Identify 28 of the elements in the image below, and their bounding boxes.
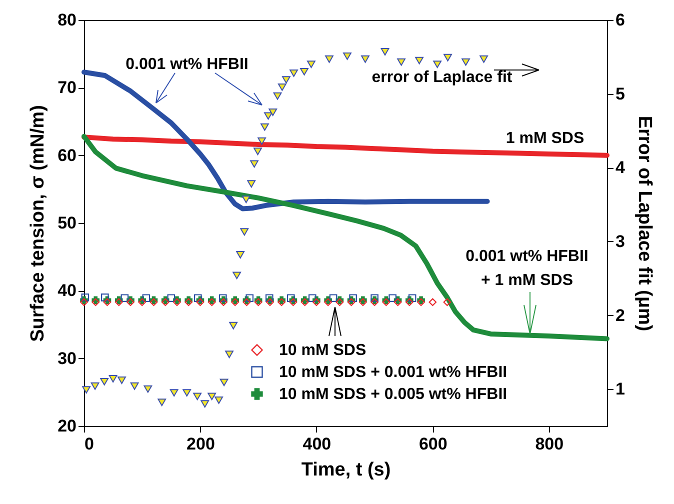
x-tick-label: 600: [418, 434, 448, 454]
legend-label: 10 mM SDS: [279, 342, 366, 359]
y2-tick-label: 1: [616, 380, 625, 399]
x-tick-label: 0: [84, 434, 94, 454]
series-label: error of Laplace fit: [372, 69, 513, 86]
y2-tick-label: 4: [616, 158, 626, 178]
x-tick-label: 200: [186, 434, 215, 454]
x-tick-label: 800: [535, 434, 564, 454]
y-axis-title: Surface tension, σ (mN/m): [28, 105, 49, 342]
y-tick-label: 80: [58, 10, 76, 30]
y-tick-label: 30: [58, 348, 76, 368]
y2-axis-title: Error of Laplace fit (μm): [634, 116, 655, 332]
y2-tick-label: 6: [616, 10, 625, 30]
y-tick-label: 70: [58, 78, 76, 98]
y2-tick-label: 2: [616, 306, 625, 325]
x-tick-label: 400: [302, 434, 332, 454]
legend-label: 10 mM SDS + 0.001 wt% HFBII: [279, 364, 508, 381]
y2-tick-label: 5: [616, 84, 625, 104]
y-tick-label: 60: [58, 146, 76, 165]
y2-tick-label: 3: [616, 232, 625, 251]
y-tick-label: 50: [58, 214, 76, 232]
series-label: 0.001 wt% HFBII: [126, 56, 248, 73]
legend-label: 10 mM SDS + 0.005 wt% HFBII: [279, 386, 508, 403]
y-tick-label: 40: [58, 281, 76, 300]
x-axis-title: Time, t (s): [301, 460, 391, 480]
series-label: 1 mM SDS: [506, 130, 584, 147]
y-tick-label: 20: [58, 416, 76, 436]
series-label: 0.001 wt% HFBII + 1 mM SDS: [466, 248, 588, 289]
